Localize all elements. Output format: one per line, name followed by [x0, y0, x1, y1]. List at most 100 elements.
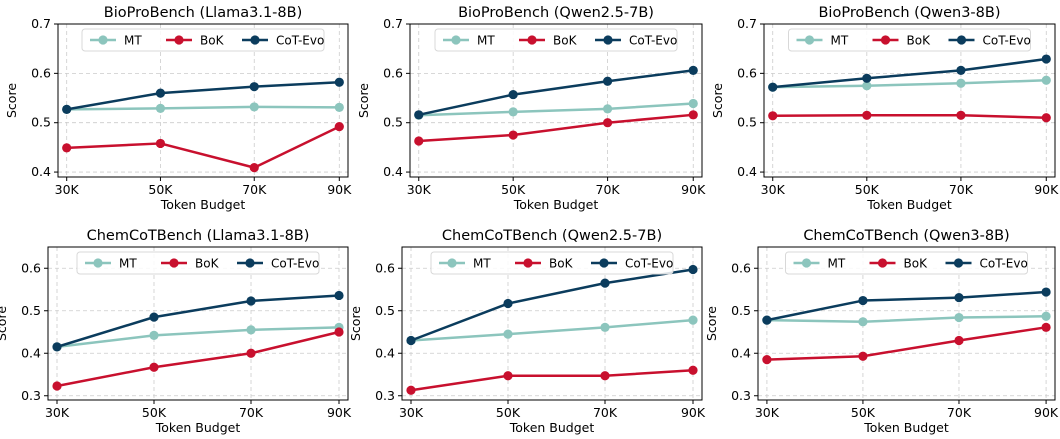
x-tick-label: 30K — [761, 182, 786, 197]
data-point-bok — [1041, 113, 1051, 123]
series-line-mt — [772, 79, 1047, 89]
data-point-cot-evo — [954, 292, 964, 303]
chart-panel: 0.3 0.4 0.5 0.6 30K 50K 70K 90K ChemCoTBench (Qw… — [704, 228, 1059, 435]
y-tick-label: 0.5 — [21, 303, 41, 318]
data-point-mt — [688, 98, 698, 109]
legend: MT BoK CoT-Evo — [430, 251, 674, 275]
legend-marker-bok — [877, 258, 888, 268]
x-tick-label: 50K — [855, 182, 880, 197]
series-line-cot-evo — [766, 290, 1047, 322]
chart-panel: 0.3 0.4 0.5 0.6 30K 50K 70K 90K ChemCoTBench (Ll… — [0, 228, 352, 435]
data-point-bok — [768, 111, 778, 121]
y-axis-label: Score — [4, 83, 19, 118]
data-point-cot-evo — [956, 65, 966, 75]
x-axis-label: Token Budget — [155, 420, 241, 435]
legend: MT BoK CoT-Evo — [788, 28, 1031, 52]
y-tick-label: 0.6 — [375, 260, 395, 275]
series-line-cot-evo — [66, 80, 340, 111]
legend-marker-bok — [169, 258, 179, 268]
data-point-cot-evo — [249, 82, 259, 92]
data-point-bok — [508, 130, 518, 140]
x-tick-label: 90K — [327, 182, 352, 197]
data-point-bok — [334, 122, 344, 132]
legend-marker-bok — [527, 35, 537, 45]
data-point-mt — [508, 107, 518, 117]
x-tick-label: 50K — [496, 405, 521, 420]
x-tick-label: 70K — [593, 405, 618, 420]
legend-box — [430, 251, 674, 275]
y-axis-label: Score — [356, 83, 371, 118]
x-tick-label: 70K — [596, 182, 621, 197]
data-point-bok — [406, 385, 416, 395]
chart-title: BioProBench (Qwen3-8B) — [818, 5, 1000, 21]
data-point-bok — [602, 118, 613, 128]
x-tick-label: 70K — [949, 182, 974, 197]
y-tick-label: 0.5 — [375, 303, 395, 318]
y-tick-label: 0.7 — [31, 16, 51, 31]
series-line-cot-evo — [56, 294, 340, 349]
data-point-bok — [149, 362, 159, 372]
data-point-mt — [688, 315, 698, 325]
axes-frame — [57, 23, 349, 178]
axes-frame — [763, 23, 1056, 178]
legend: MT BoK CoT-Evo — [434, 28, 678, 52]
data-point-cot-evo — [688, 264, 698, 275]
series-line-mt — [410, 318, 694, 342]
legend-marker-cot-evo — [603, 35, 613, 45]
data-point-mt — [149, 330, 159, 340]
data-point-mt — [1041, 311, 1051, 321]
data-point-cot-evo — [155, 88, 166, 98]
data-point-cot-evo — [334, 77, 344, 87]
axes-frame — [757, 246, 1056, 401]
x-axis-label: Token Budget — [863, 420, 949, 435]
x-tick-label: 90K — [1034, 405, 1059, 420]
legend-label-mt: MT — [119, 257, 137, 271]
legend-marker-cot-evo — [250, 35, 260, 45]
legend-label-mt: MT — [828, 257, 846, 271]
legend-marker-cot-evo — [956, 35, 967, 45]
legend-marker-mt — [93, 258, 103, 268]
data-point-mt — [334, 102, 344, 113]
data-point-bok — [249, 163, 259, 173]
legend-marker-bok — [523, 258, 533, 268]
data-point-bok — [954, 335, 964, 346]
y-tick-label: 0.7 — [737, 16, 757, 31]
legend-label-bok: BoK — [553, 34, 578, 48]
data-point-mt — [503, 329, 513, 339]
legend-label-bok: BoK — [195, 257, 220, 271]
y-tick-label: 0.4 — [737, 164, 757, 179]
legend-label-cot-evo: CoT-Evo — [625, 257, 673, 271]
y-tick-label: 0.5 — [31, 115, 51, 130]
legend-label-cot-evo: CoT-Evo — [276, 34, 324, 48]
x-axis-label: Token Budget — [160, 197, 246, 212]
legend-label-mt: MT — [831, 34, 849, 48]
x-tick-label: 30K — [407, 182, 432, 197]
data-point-cot-evo — [503, 298, 513, 309]
data-point-bok — [503, 371, 513, 381]
data-point-bok — [858, 351, 868, 361]
data-point-cot-evo — [600, 278, 610, 288]
x-tick-label: 70K — [242, 182, 267, 197]
axes-frame — [409, 23, 703, 178]
data-point-cot-evo — [862, 73, 872, 83]
data-point-bok — [414, 136, 424, 146]
y-tick-label: 0.4 — [21, 345, 41, 360]
data-point-mt — [1041, 75, 1051, 85]
legend-box — [788, 28, 1031, 52]
data-point-mt — [600, 322, 610, 332]
data-point-bok — [1041, 322, 1051, 332]
data-point-bok — [334, 327, 344, 337]
data-point-bok — [600, 371, 610, 381]
legend-label-bok: BoK — [904, 257, 929, 271]
series-line-mt — [418, 102, 694, 117]
x-tick-label: 90K — [681, 182, 706, 197]
data-point-bok — [956, 110, 966, 120]
x-tick-label: 30K — [399, 405, 424, 420]
data-point-mt — [954, 312, 964, 323]
legend-box — [434, 28, 678, 52]
legend-label-mt: MT — [477, 34, 495, 48]
legend-marker-cot-evo — [245, 258, 255, 268]
y-axis-label: Score — [348, 306, 363, 341]
x-tick-label: 50K — [501, 182, 526, 197]
